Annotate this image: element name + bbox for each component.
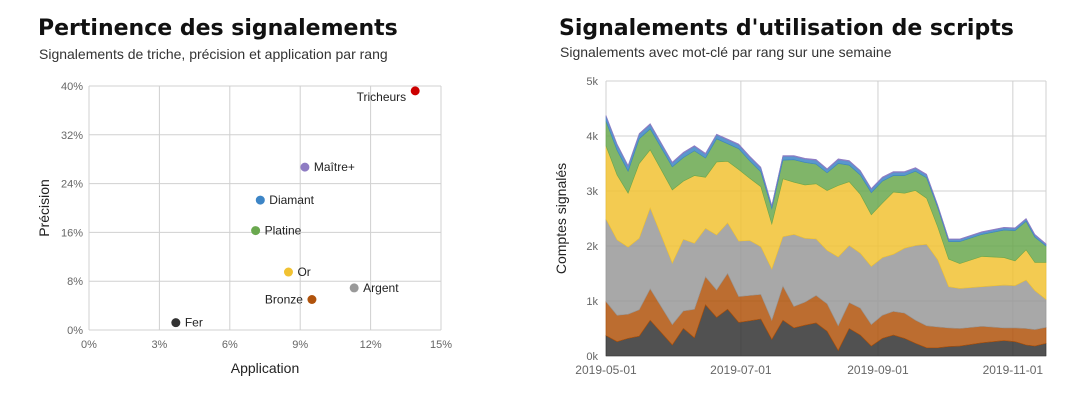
point-argent: [349, 283, 359, 293]
x-tick-label: 9%: [292, 339, 308, 351]
x-tick-label: 3%: [151, 339, 167, 351]
point-bronze: [307, 295, 317, 304]
x-tick-label: 2019-05-01: [575, 363, 637, 377]
scripts-panel: Signalements d'utilisation de scripts Si…: [540, 0, 1080, 400]
y-tick-label: 0k: [586, 351, 598, 363]
x-tick-label: 6%: [222, 339, 238, 351]
scatter-chart: 0% 3% 6% 9% 12% 15% 0% 8% 16% 24% 32% 40% Applicatio…: [36, 81, 452, 376]
y-axis-title: Précision: [36, 179, 52, 237]
point-label: Fer: [185, 316, 203, 330]
x-tick-label: 2019-11-01: [983, 363, 1044, 377]
y-tick-label: 4k: [586, 131, 598, 143]
left-chart-subtitle: Signalements de triche, précision et app…: [39, 46, 388, 62]
y-tick-label: 32%: [61, 130, 83, 142]
y-tick-label: 8%: [67, 276, 83, 288]
point-label: Or: [297, 265, 310, 279]
point-tricheurs: [410, 86, 420, 96]
y-tick-label: 2k: [586, 241, 598, 253]
area-series-6: [605, 115, 1047, 245]
point-platine: [251, 226, 261, 236]
x-tick-label: 12%: [360, 339, 382, 351]
point-label: Tricheurs: [357, 90, 407, 104]
y-tick-label: 1k: [586, 296, 598, 308]
point-or: [283, 267, 293, 277]
y-tick-label: 5k: [586, 76, 598, 88]
stacked-area-chart: 0k 1k 2k 3k 4k 5k 2019-05-01 2019-07-01 2019-09-…: [553, 76, 1047, 377]
point-diamant: [255, 195, 265, 205]
x-tick-label: 15%: [430, 339, 452, 351]
right-chart-title: Signalements d'utilisation de scripts: [559, 16, 1014, 41]
point-label: Diamant: [269, 193, 314, 207]
point-label: Platine: [265, 224, 302, 238]
relevance-panel: Pertinence des signalements Signalements…: [36, 16, 452, 376]
y-tick-label: 16%: [61, 227, 83, 239]
y-tick-label: 40%: [61, 81, 83, 93]
x-tick-label: 2019-07-01: [710, 363, 772, 377]
y-axis-title: Comptes signalés: [553, 163, 569, 274]
y-tick-label: 0%: [67, 325, 83, 337]
point-label: Argent: [363, 281, 399, 295]
x-tick-label: 2019-09-01: [847, 363, 909, 377]
left-chart-title: Pertinence des signalements: [38, 16, 398, 41]
right-chart-subtitle: Signalements avec mot-clé par rang sur u…: [560, 44, 892, 60]
point-maitre-plus: [300, 162, 310, 172]
x-tick-label: 0%: [81, 339, 97, 351]
y-tick-label: 3k: [586, 186, 598, 198]
point-label: Bronze: [265, 293, 303, 307]
x-axis-title: Application: [231, 360, 300, 376]
point-label: Maître+: [314, 160, 355, 174]
point-fer: [171, 318, 181, 328]
y-tick-label: 24%: [61, 179, 83, 191]
